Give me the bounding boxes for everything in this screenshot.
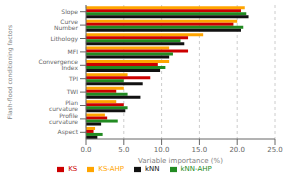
svg-text:0.0: 0.0 (80, 146, 91, 154)
html-text:KS: KS (68, 165, 78, 173)
svg-text:Slope: Slope (61, 8, 78, 16)
svg-text:Lithology: Lithology (50, 35, 78, 43)
html-text:kNN-AHP: kNN-AHP (180, 165, 212, 173)
svg-text:CurveNumber: CurveNumber (54, 18, 79, 31)
svg-text:20.0: 20.0 (229, 146, 245, 154)
svg-text:15.0: 15.0 (192, 146, 208, 154)
svg-text:Variable importance (%): Variable importance (%) (138, 157, 223, 165)
svg-text:ConvergenceIndex: ConvergenceIndex (38, 58, 78, 71)
svg-text:TPI: TPI (68, 75, 78, 82)
svg-text:Profilecurvature: Profilecurvature (49, 112, 78, 125)
svg-text:25.0: 25.0 (267, 146, 279, 154)
html-text:kNN: kNN (145, 165, 160, 173)
svg-text:MFI: MFI (68, 48, 79, 55)
svg-text:5.0: 5.0 (118, 146, 129, 154)
html-text:KS-AHP: KS-AHP (98, 165, 124, 173)
svg-text:Aspect: Aspect (58, 128, 79, 136)
svg-text:TWI: TWI (66, 88, 79, 95)
svg-text:10.0: 10.0 (154, 146, 170, 154)
svg-text:Flash-flood conditioning facto: Flash-flood conditioning factors (8, 25, 14, 119)
svg-text:Plancurvature: Plancurvature (49, 99, 78, 112)
